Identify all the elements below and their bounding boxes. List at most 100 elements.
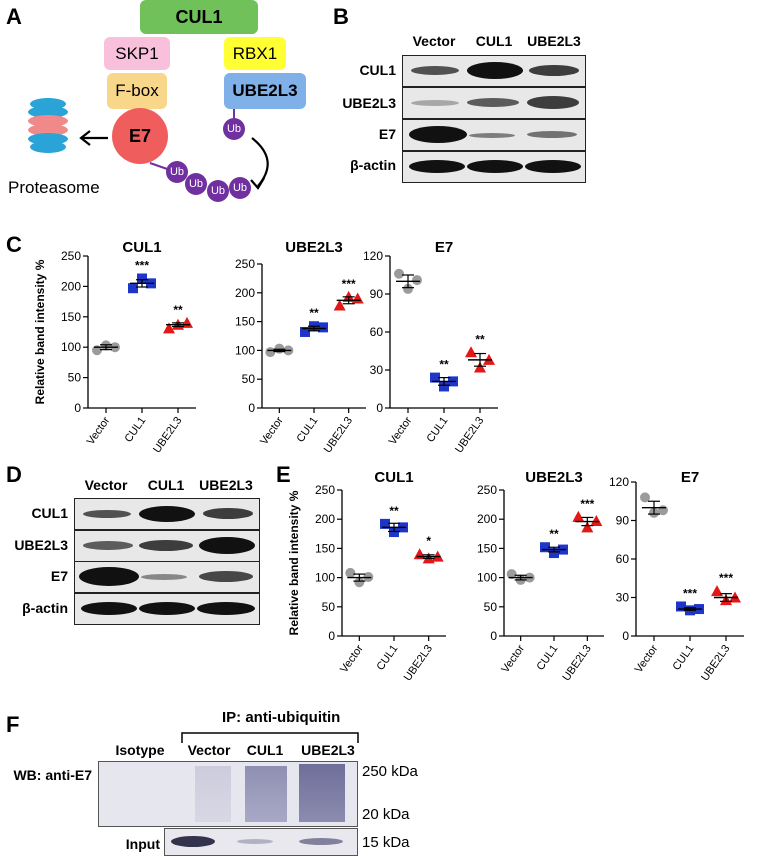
data-point [354, 577, 365, 588]
lane-header: Vector [187, 742, 231, 758]
chart-title: E7 [681, 469, 699, 486]
panel-label-a: A [6, 4, 22, 29]
chart-title: CUL1 [374, 469, 413, 486]
x-tick-label: UBE2L3 [560, 643, 593, 683]
degradation-arrow-head [79, 130, 91, 146]
y-tick-label: 90 [616, 514, 630, 528]
significance-label: ** [549, 527, 559, 541]
blot-strip [402, 55, 586, 87]
data-point [163, 322, 175, 334]
data-point [394, 268, 404, 279]
x-tick-label: Vector [258, 415, 286, 448]
panel-label-c: C [6, 232, 22, 257]
ube2l3-box: UBE2L3 [224, 73, 306, 109]
blot-strip [74, 593, 260, 625]
wb-label: WB: anti-E7 [13, 767, 92, 783]
rbx1-box: RBX1 [224, 37, 286, 70]
y-tick-label: 60 [370, 325, 384, 339]
data-point [380, 518, 390, 529]
ip-bracket [181, 732, 359, 743]
y-tick-label: 100 [235, 343, 255, 357]
x-tick-label: UBE2L3 [322, 415, 355, 455]
row-label: CUL1 [359, 62, 396, 78]
ip-header: IP: anti-ubiquitin [222, 709, 341, 726]
blot-strip [74, 530, 260, 562]
y-tick-label: 50 [322, 600, 336, 614]
x-tick-label: CUL1 [534, 643, 560, 673]
x-tick-label: Vector [85, 415, 113, 448]
y-tick-label: 200 [477, 512, 497, 526]
blot-strip [402, 87, 586, 119]
data-point [506, 569, 517, 580]
y-tick-label: 0 [622, 629, 629, 643]
significance-label: ** [475, 332, 485, 346]
row-label: CUL1 [31, 505, 68, 521]
data-point [590, 514, 603, 526]
y-tick-label: 200 [315, 512, 335, 526]
y-tick-label: 120 [363, 249, 383, 263]
y-tick-label: 0 [248, 401, 255, 415]
y-tick-label: 100 [61, 340, 81, 354]
ub-bead: Ub [223, 118, 245, 140]
row-label: β-actin [350, 157, 396, 173]
transfer-arrow-head [250, 177, 265, 190]
data-point [403, 283, 413, 294]
row-label: UBE2L3 [14, 537, 68, 553]
y-tick-label: 0 [376, 401, 383, 415]
significance-label: * [426, 534, 431, 548]
data-point [465, 346, 477, 358]
x-tick-label: Vector [387, 415, 415, 448]
ub-bead: Ub [185, 173, 207, 195]
skp1-box: SKP1 [104, 37, 170, 70]
lane-header: Vector [412, 33, 456, 49]
significance-label: ** [389, 504, 399, 518]
data-point [265, 347, 276, 358]
marker-label: 250 kDa [362, 763, 418, 780]
x-tick-label: Vector [633, 643, 661, 676]
ub-bead: Ub [207, 180, 229, 202]
y-tick-label: 200 [235, 286, 255, 300]
data-point [128, 283, 138, 294]
chart-title: UBE2L3 [525, 469, 583, 486]
x-tick-label: CUL1 [670, 643, 696, 673]
significance-label: *** [135, 258, 149, 272]
y-tick-label: 100 [477, 571, 497, 585]
data-point [439, 381, 449, 392]
proteasome-label: Proteasome [8, 178, 100, 197]
row-label: β-actin [22, 600, 68, 616]
y-tick-label: 50 [242, 372, 256, 386]
ub-link [149, 162, 171, 171]
y-tick-label: 250 [315, 483, 335, 497]
data-point [474, 361, 486, 373]
significance-label: ** [173, 303, 183, 317]
blot-strip [74, 498, 260, 530]
blot-strip [402, 151, 586, 183]
data-point [412, 275, 422, 286]
y-axis-label: Relative band intensity % [33, 259, 47, 404]
panel-label-e: E [276, 462, 291, 487]
y-tick-label: 0 [328, 629, 335, 643]
lane-header: CUL1 [475, 33, 513, 49]
y-tick-label: 30 [616, 591, 630, 605]
blot-strip [74, 561, 260, 593]
panel-label-f: F [6, 712, 20, 737]
y-tick-label: 200 [61, 279, 81, 293]
x-tick-label: UBE2L3 [402, 643, 435, 683]
row-label: UBE2L3 [342, 95, 396, 111]
x-tick-label: UBE2L3 [699, 643, 732, 683]
data-point [351, 292, 364, 304]
lane-header: UBE2L3 [527, 33, 581, 49]
significance-label: ** [439, 358, 449, 372]
lane-header: CUL1 [147, 477, 185, 493]
y-tick-label: 50 [68, 371, 82, 385]
lane-header: UBE2L3 [199, 477, 253, 493]
input-label: Input [125, 836, 160, 852]
significance-label: ** [309, 306, 319, 320]
y-tick-label: 150 [477, 541, 497, 555]
data-point [711, 585, 723, 597]
x-tick-label: CUL1 [374, 643, 400, 673]
y-tick-label: 250 [235, 257, 255, 271]
y-tick-label: 0 [490, 629, 497, 643]
cul1-box: CUL1 [140, 0, 258, 34]
y-tick-label: 30 [370, 363, 384, 377]
